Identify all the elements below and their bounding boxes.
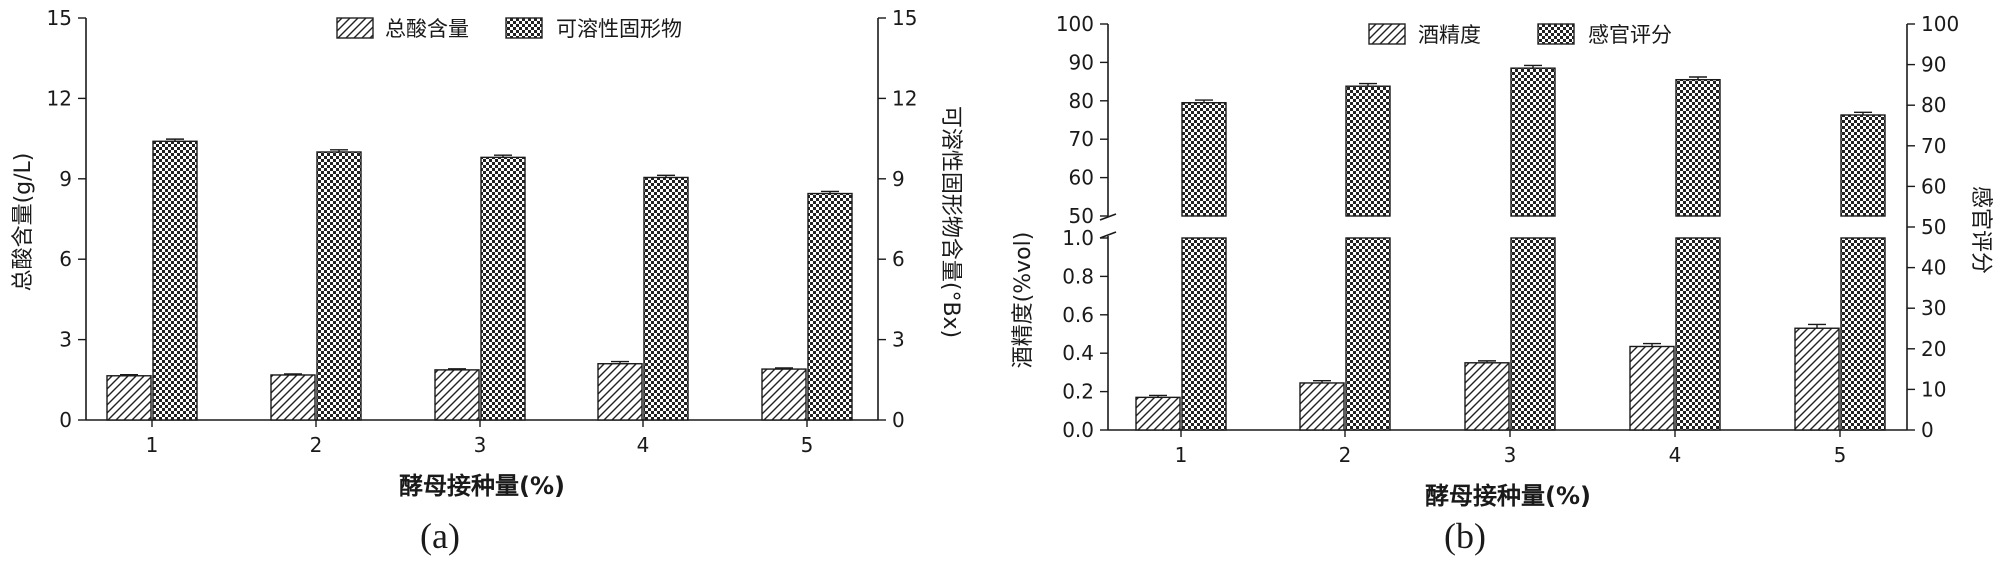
a-right-axis-title: 可溶性固形物含量(°Bx) (938, 106, 963, 338)
b-bar-sensory-lower-2 (1345, 237, 1391, 431)
a-left-tick-label: 12 (47, 86, 72, 110)
b-bar-alcohol-4 (1629, 345, 1675, 431)
b-left-lower-tick-label: 0.4 (1062, 341, 1094, 365)
b-left-upper-tick-label: 50 (1069, 204, 1094, 228)
b-right-tick-label: 30 (1921, 296, 1946, 320)
b-left-lower-tick-label: 0.8 (1062, 264, 1094, 288)
a-bar-solids-1 (152, 140, 198, 421)
b-bar-alcohol-1 (1135, 396, 1181, 431)
b-bar-alcohol-2 (1299, 382, 1345, 431)
b-left-upper-tick-label: 100 (1056, 12, 1094, 36)
b-right-axis-title: 感官评分 (1968, 186, 1993, 274)
a-bar-solids-5 (807, 192, 853, 421)
a-left-tick-label: 15 (47, 6, 72, 30)
a-legend: 总酸含量 可溶性固形物 (336, 17, 682, 41)
b-right-tick-label: 60 (1921, 174, 1946, 198)
a-right-tick-label: 12 (892, 86, 917, 110)
b-panel-label: (b) (1444, 516, 1486, 556)
a-bar-acid-3 (434, 369, 480, 421)
b-x-tick-label: 2 (1339, 443, 1352, 467)
a-bar-solids-2 (316, 151, 362, 421)
b-legend-swatch-checker (1537, 23, 1575, 45)
b-ticks: 0.00.20.40.60.81.05060708090100010203040… (1056, 12, 1959, 467)
a-x-tick-label: 1 (146, 433, 159, 457)
a-legend-label-1: 总酸含量 (385, 17, 469, 41)
a-legend-swatch-hatch (336, 17, 374, 39)
b-bar-alcohol-5 (1794, 327, 1840, 431)
a-x-tick-label: 2 (310, 433, 323, 457)
a-legend-label-2: 可溶性固形物 (556, 17, 682, 41)
a-left-tick-label: 9 (59, 167, 72, 191)
b-right-tick-label: 50 (1921, 215, 1946, 239)
b-left-lower-tick-label: 0.0 (1062, 418, 1094, 442)
b-legend-swatch-hatch (1368, 23, 1406, 45)
b-bar-sensory-lower-5 (1840, 237, 1886, 431)
a-x-tick-label: 4 (637, 433, 650, 457)
b-bar-sensory-lower-3 (1510, 237, 1556, 431)
a-x-axis-title: 酵母接种量(%) (399, 472, 565, 500)
b-x-tick-label: 5 (1834, 443, 1847, 467)
b-left-upper-tick-label: 80 (1069, 89, 1094, 113)
b-left-lower-tick-label: 0.2 (1062, 380, 1094, 404)
chart-b: 0.00.20.40.60.81.05060708090100010203040… (1011, 12, 1993, 556)
a-x-tick-label: 3 (474, 433, 487, 457)
b-x-tick-label: 1 (1175, 443, 1188, 467)
b-left-lower-tick-label: 0.6 (1062, 303, 1094, 327)
b-bar-sensory-upper-2 (1345, 85, 1391, 217)
b-right-tick-label: 80 (1921, 93, 1946, 117)
b-right-tick-label: 70 (1921, 134, 1946, 158)
a-left-tick-label: 6 (59, 247, 72, 271)
b-bar-sensory-upper-5 (1840, 114, 1886, 217)
b-bar-alcohol-3 (1464, 362, 1510, 431)
b-legend-label-1: 酒精度 (1418, 23, 1481, 47)
b-left-upper-tick-label: 70 (1069, 127, 1094, 151)
b-left-axis-title: 酒精度(%vol) (1011, 232, 1036, 369)
a-bar-solids-3 (480, 156, 526, 421)
a-right-tick-label: 0 (892, 408, 905, 432)
a-right-tick-label: 3 (892, 328, 905, 352)
b-axis-break-mark-1 (1099, 213, 1117, 221)
a-left-tick-label: 3 (59, 328, 72, 352)
b-left-upper-tick-label: 90 (1069, 50, 1094, 74)
b-bar-sensory-upper-4 (1675, 78, 1721, 217)
b-axis-break-mark-2 (1099, 231, 1117, 239)
b-right-tick-label: 10 (1921, 377, 1946, 401)
b-right-tick-label: 90 (1921, 53, 1946, 77)
a-bar-acid-2 (270, 374, 316, 421)
a-right-tick-label: 6 (892, 247, 905, 271)
b-x-axis-title: 酵母接种量(%) (1425, 482, 1591, 510)
b-right-tick-label: 40 (1921, 256, 1946, 280)
a-bar-solids-4 (643, 176, 689, 421)
b-x-tick-label: 4 (1669, 443, 1682, 467)
b-legend-label-2: 感官评分 (1588, 23, 1672, 47)
b-bar-sensory-upper-1 (1181, 102, 1227, 217)
a-bar-acid-4 (597, 363, 643, 421)
a-panel-label: (a) (420, 516, 460, 556)
b-left-upper-tick-label: 60 (1069, 166, 1094, 190)
a-legend-swatch-checker (505, 17, 543, 39)
b-bar-sensory-lower-1 (1181, 237, 1227, 431)
b-right-tick-label: 0 (1921, 418, 1934, 442)
b-right-tick-label: 100 (1921, 12, 1959, 36)
a-left-tick-label: 0 (59, 408, 72, 432)
a-x-tick-label: 5 (801, 433, 814, 457)
a-bar-acid-1 (106, 375, 152, 421)
b-x-tick-label: 3 (1504, 443, 1517, 467)
b-bar-sensory-lower-4 (1675, 237, 1721, 431)
b-left-lower-tick-label: 1.0 (1062, 226, 1094, 250)
a-right-tick-label: 15 (892, 6, 917, 30)
b-bars (1135, 64, 1886, 431)
b-right-tick-label: 20 (1921, 337, 1946, 361)
a-bars (106, 138, 853, 421)
a-left-axis-title: 总酸含量(g/L) (11, 153, 36, 292)
b-legend: 酒精度 感官评分 (1368, 23, 1672, 47)
a-right-tick-label: 9 (892, 167, 905, 191)
b-bar-sensory-upper-3 (1510, 67, 1556, 217)
a-bar-acid-5 (761, 368, 807, 421)
